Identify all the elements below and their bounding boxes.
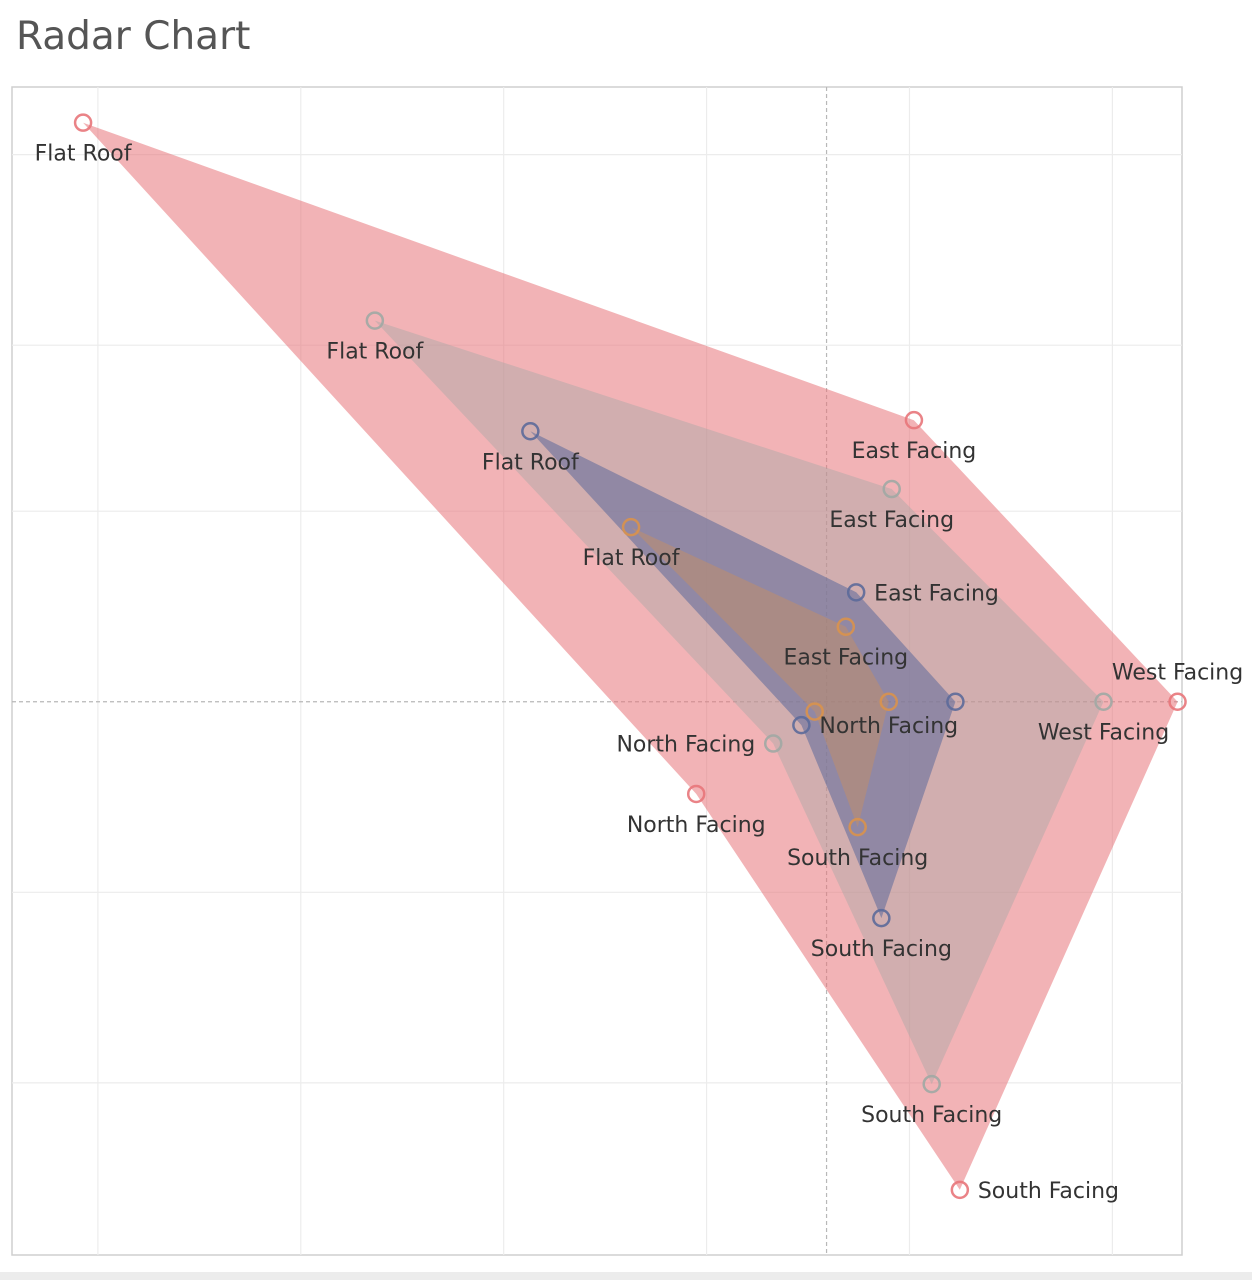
series-2-label-3: South Facing xyxy=(811,937,952,962)
series-2-marker-3 xyxy=(872,908,891,928)
bottom-scrollbar-track xyxy=(0,1272,1252,1280)
series-0-marker-2 xyxy=(1168,692,1187,711)
series-areas xyxy=(83,122,1178,1190)
series-1-marker-2 xyxy=(1094,692,1113,711)
series-2-marker-4 xyxy=(792,715,811,735)
series-2-marker-2 xyxy=(946,692,965,711)
series-3-label-1: East Facing xyxy=(783,646,908,671)
series-2-marker-0 xyxy=(521,422,540,441)
series-0-marker-1 xyxy=(904,410,924,430)
series-2-marker-1 xyxy=(846,583,866,602)
series-1-marker-4 xyxy=(763,734,783,753)
series-markers xyxy=(73,113,1187,1200)
series-3-marker-3 xyxy=(848,817,867,837)
series-1-marker-3 xyxy=(922,1074,941,1094)
series-2-label-0: Flat Roof xyxy=(482,450,580,475)
series-0-marker-0 xyxy=(73,113,93,132)
series-1-label-2: West Facing xyxy=(1038,721,1169,746)
series-2-label-1: East Facing xyxy=(874,581,999,606)
series-3-marker-1 xyxy=(836,617,856,636)
series-0-label-2: West Facing xyxy=(1112,661,1243,686)
series-0-marker-4 xyxy=(686,784,706,804)
series-1-area xyxy=(374,320,1104,1085)
series-3-marker-4 xyxy=(805,702,824,721)
series-0-marker-3 xyxy=(950,1180,970,1200)
series-0-label-4: North Facing xyxy=(627,813,766,838)
series-2-area xyxy=(530,431,956,919)
chart-title: Radar Chart xyxy=(16,14,251,59)
series-0-area xyxy=(83,122,1178,1190)
point-labels: Flat Roof East Facing West Facing South Fac… xyxy=(35,142,1244,1204)
series-3-area xyxy=(631,527,889,828)
series-1-label-3: South Facing xyxy=(861,1103,1002,1128)
series-3-label-0: Flat Roof xyxy=(583,546,681,571)
series-0-label-1: East Facing xyxy=(852,439,977,464)
series-3-label-3: South Facing xyxy=(787,846,928,871)
series-0-label-3: South Facing xyxy=(978,1179,1119,1204)
series-1-label-0: Flat Roof xyxy=(326,340,424,365)
series-1-marker-1 xyxy=(882,479,901,499)
series-0-label-0: Flat Roof xyxy=(35,142,133,167)
series-3-marker-0 xyxy=(621,517,641,537)
series-3-marker-2 xyxy=(879,692,899,711)
series-2-label-4: North Facing xyxy=(819,714,958,739)
series-1-label-4: North Facing xyxy=(616,733,755,758)
series-1-marker-0 xyxy=(365,311,385,330)
series-1-label-1: East Facing xyxy=(829,508,954,533)
